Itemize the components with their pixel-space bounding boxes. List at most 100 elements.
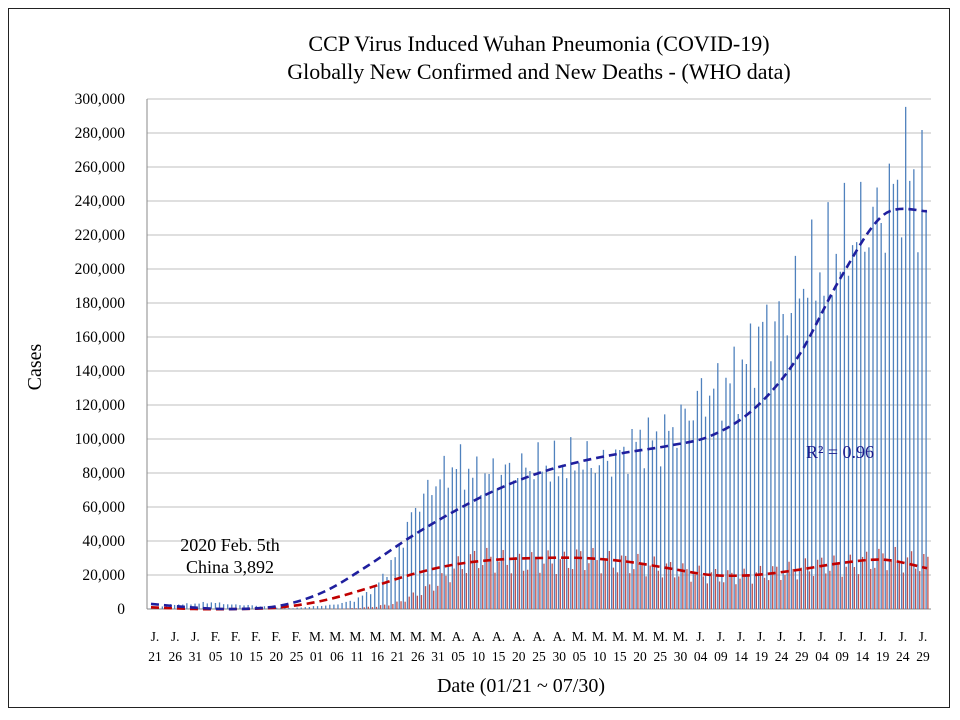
- x-tick-month: J.: [838, 629, 847, 644]
- x-tick-day: 26: [168, 649, 182, 664]
- x-tick-day: 10: [593, 649, 607, 664]
- r-squared-label: R² = 0.96: [806, 442, 874, 462]
- x-tick-day: 05: [209, 649, 223, 664]
- x-tick-month: J.: [151, 629, 160, 644]
- x-tick-day: 14: [856, 649, 870, 664]
- x-tick-month: A.: [472, 629, 485, 644]
- x-tick-month: J.: [858, 629, 867, 644]
- x-tick-month: A.: [512, 629, 525, 644]
- x-tick-month: M.: [370, 629, 385, 644]
- x-tick-day: 06: [330, 649, 344, 664]
- y-tick-label: 120,000: [75, 397, 126, 414]
- x-tick-month: A.: [553, 629, 566, 644]
- x-tick-day: 31: [189, 649, 203, 664]
- chart-title-line1: CCP Virus Induced Wuhan Pneumonia (COVID…: [308, 31, 769, 56]
- x-tick-month: J.: [797, 629, 806, 644]
- trend-lines: [150, 207, 928, 611]
- x-tick-month: F.: [211, 629, 221, 644]
- x-tick-day: 20: [512, 649, 526, 664]
- annotation-line1: 2020 Feb. 5th: [180, 535, 280, 555]
- x-tick-day: 04: [694, 649, 708, 664]
- y-tick-label: 280,000: [75, 125, 126, 142]
- x-tick-month: M.: [390, 629, 405, 644]
- x-tick-day: 30: [674, 649, 688, 664]
- y-tick-label: 200,000: [75, 261, 126, 278]
- y-tick-label: 80,000: [82, 465, 125, 482]
- y-tick-label: 260,000: [75, 159, 126, 176]
- x-tick-day: 21: [148, 649, 162, 664]
- x-tick-day: 31: [431, 649, 445, 664]
- chart-frame: CCP Virus Induced Wuhan Pneumonia (COVID…: [8, 8, 950, 708]
- y-tick-label: 180,000: [75, 295, 126, 312]
- x-tick-day: 11: [351, 649, 364, 664]
- x-tick-month: J.: [717, 629, 726, 644]
- x-tick-day: 16: [371, 649, 385, 664]
- x-tick-month: M.: [309, 629, 324, 644]
- x-tick-day: 29: [916, 649, 930, 664]
- x-tick-day: 21: [391, 649, 405, 664]
- x-tick-month: M.: [349, 629, 364, 644]
- x-tick-day: 20: [270, 649, 284, 664]
- x-tick-day: 15: [249, 649, 263, 664]
- x-tick-month: F.: [231, 629, 241, 644]
- bars: [149, 106, 929, 609]
- y-axis-label: Cases: [24, 343, 46, 390]
- x-tick-month: J.: [878, 629, 887, 644]
- x-tick-day: 25: [290, 649, 304, 664]
- covid-chart: CCP Virus Induced Wuhan Pneumonia (COVID…: [24, 31, 931, 697]
- x-tick-day: 24: [775, 649, 789, 664]
- x-tick-month: M.: [612, 629, 627, 644]
- x-axis-label: Date (01/21 ~ 07/30): [437, 675, 605, 697]
- trend-line-deaths: [150, 556, 928, 611]
- x-tick-day: 10: [472, 649, 486, 664]
- x-tick-day: 20: [633, 649, 647, 664]
- x-tick-day: 19: [876, 649, 890, 664]
- y-tick-label: 60,000: [82, 499, 125, 516]
- y-tick-label: 40,000: [82, 533, 125, 550]
- x-tick-day: 09: [714, 649, 728, 664]
- x-tick-day: 05: [573, 649, 587, 664]
- x-tick-month: M.: [329, 629, 344, 644]
- x-tick-month: F.: [292, 629, 302, 644]
- y-tick-label: 140,000: [75, 363, 126, 380]
- y-tick-label: 20,000: [82, 567, 125, 584]
- x-tick-month: A.: [532, 629, 545, 644]
- x-tick-month: M.: [410, 629, 425, 644]
- x-tick-month: M.: [430, 629, 445, 644]
- x-tick-day: 15: [613, 649, 627, 664]
- x-tick-day: 24: [896, 649, 910, 664]
- y-tick-label: 100,000: [75, 431, 126, 448]
- x-tick-month: M.: [653, 629, 668, 644]
- x-tick-day: 10: [229, 649, 243, 664]
- x-tick-month: J.: [696, 629, 705, 644]
- y-tick-labels: 0 20,000 40,000 60,000 80,000 100,000 120,000 1…: [75, 91, 126, 618]
- x-tick-month: J.: [818, 629, 827, 644]
- x-tick-month: F.: [251, 629, 261, 644]
- x-tick-day: 25: [532, 649, 546, 664]
- x-tick-day: 30: [552, 649, 566, 664]
- x-tick-day: 26: [411, 649, 425, 664]
- x-tick-month: J.: [191, 629, 200, 644]
- grid-lines: [146, 98, 931, 610]
- annotation-line2: China 3,892: [186, 557, 274, 577]
- x-tick-month: A.: [492, 629, 505, 644]
- x-tick-day: 19: [755, 649, 769, 664]
- x-tick-day: 29: [795, 649, 809, 664]
- x-tick-month: J.: [919, 629, 928, 644]
- x-tick-month: J.: [171, 629, 180, 644]
- y-tick-label: 0: [117, 601, 125, 618]
- x-tick-day: 09: [835, 649, 849, 664]
- x-tick-month: A.: [452, 629, 465, 644]
- x-tick-month: J.: [737, 629, 746, 644]
- y-tick-label: 160,000: [75, 329, 126, 346]
- x-tick-month: F.: [271, 629, 281, 644]
- x-tick-day: 01: [310, 649, 324, 664]
- x-tick-month: J.: [898, 629, 907, 644]
- x-tick-month: M.: [632, 629, 647, 644]
- x-tick-day: 25: [654, 649, 668, 664]
- y-tick-label: 300,000: [75, 91, 126, 108]
- x-tick-month: M.: [673, 629, 688, 644]
- y-tick-label: 220,000: [75, 227, 126, 244]
- x-tick-day: 15: [492, 649, 506, 664]
- x-tick-labels: J. 21 J. 26 J. 31 F. 05 F. 10 F. 15 F. 20 F. 25 M. 01 M. 06…: [148, 629, 930, 664]
